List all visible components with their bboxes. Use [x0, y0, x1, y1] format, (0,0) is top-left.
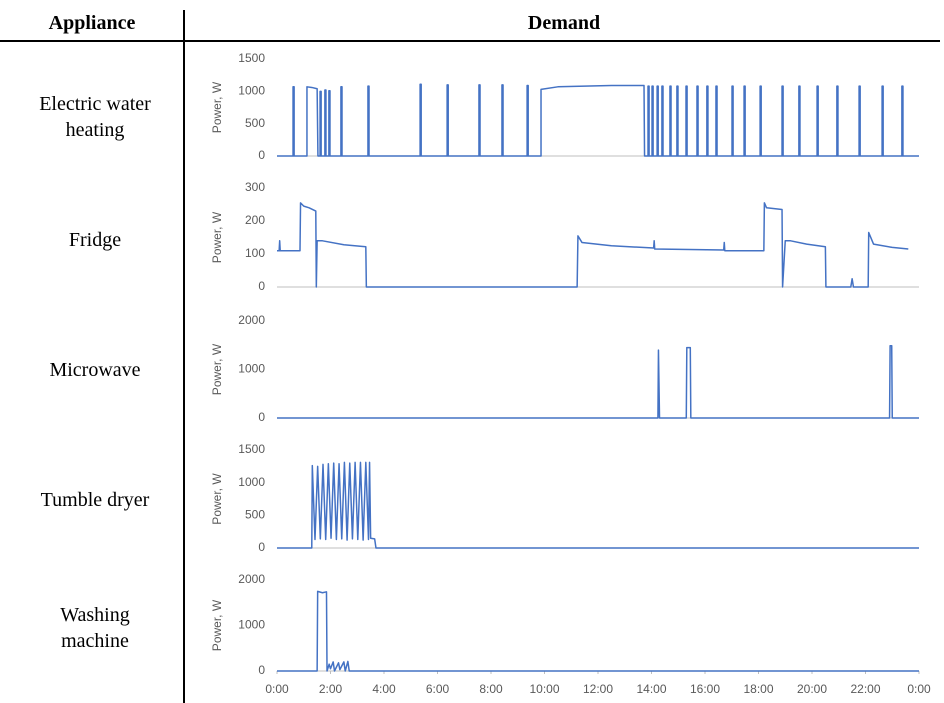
y-tick-label: 0 [258, 410, 265, 424]
x-tick-label: 18:00 [743, 682, 773, 696]
y-tick-label: 1500 [238, 442, 265, 456]
y-tick-label: 300 [245, 180, 265, 194]
header-rule [0, 40, 940, 42]
x-tick-label: 20:00 [797, 682, 827, 696]
y-tick-label: 1000 [238, 362, 265, 376]
header-appliance: Appliance [48, 12, 136, 34]
x-tick-label: 2:00 [319, 682, 343, 696]
line [277, 461, 919, 549]
y-tick-label: 0 [258, 279, 265, 293]
row-label: Microwave [49, 359, 141, 381]
y-tick-label: 0 [258, 540, 265, 554]
y-tick-label: 200 [245, 213, 265, 227]
x-tick-label: 14:00 [636, 682, 666, 696]
x-tick-label: 8:00 [479, 682, 503, 696]
row-label: Electric water heating [39, 93, 151, 141]
x-tick-label: 0:00 [265, 682, 289, 696]
y-tick-label: 500 [245, 116, 265, 130]
x-tick-label: 12:00 [583, 682, 613, 696]
y-axis-label: Power, W [210, 211, 224, 263]
y-tick-label: 1000 [238, 475, 265, 489]
x-tick-label: 10:00 [529, 682, 559, 696]
y-axis-label: Power, W [210, 599, 224, 651]
y-tick-label: 1000 [238, 618, 265, 632]
line [277, 83, 919, 157]
y-axis-label: Power, W [210, 81, 224, 133]
y-tick-label: 0 [258, 663, 265, 677]
y-tick-label: 2000 [238, 572, 265, 586]
row-label: Washing machine [60, 604, 130, 652]
row-label: Fridge [68, 229, 122, 251]
y-axis-label: Power, W [210, 343, 224, 395]
y-tick-label: 1000 [238, 84, 265, 98]
x-tick-label: 6:00 [426, 682, 450, 696]
y-tick-label: 2000 [238, 313, 265, 327]
y-axis-label: Power, W [210, 473, 224, 525]
line [277, 202, 909, 288]
x-tick-label: 0:00 [907, 682, 931, 696]
y-tick-label: 0 [258, 148, 265, 162]
row-label: Tumble dryer [40, 489, 150, 511]
column-rule [183, 10, 185, 703]
y-tick-label: 500 [245, 508, 265, 522]
y-tick-label: 1500 [238, 51, 265, 65]
x-tick-label: 22:00 [850, 682, 880, 696]
line [277, 590, 919, 672]
x-tick-label: 4:00 [372, 682, 396, 696]
x-tick-label: 16:00 [690, 682, 720, 696]
y-tick-label: 100 [245, 246, 265, 260]
header-demand: Demand [527, 12, 601, 34]
line [277, 344, 919, 419]
